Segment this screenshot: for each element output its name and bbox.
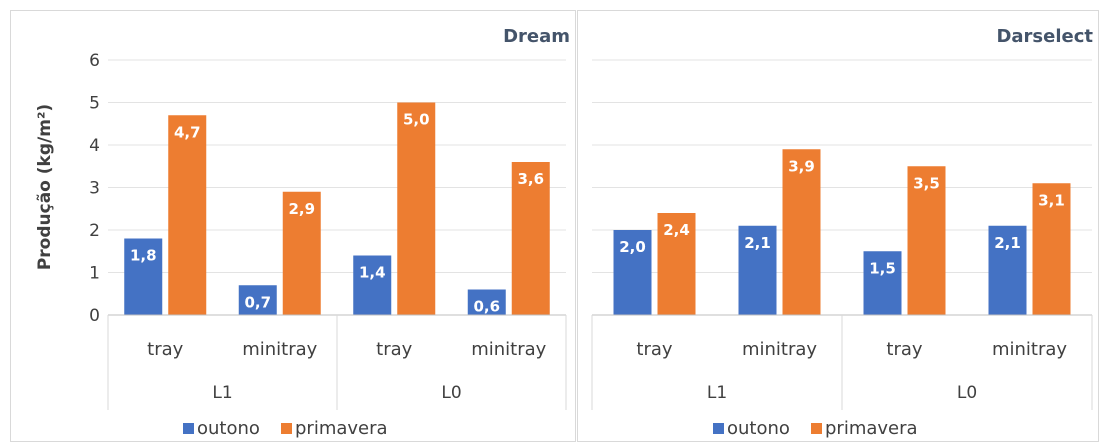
category-label: minitray [742,339,817,360]
bar-primavera [657,213,696,315]
bar-outono [988,225,1027,315]
category-label: tray [636,339,672,360]
data-label: 2,0 [619,238,646,256]
bar-outono [863,251,902,315]
data-label: 0,6 [473,298,500,316]
bar-outono [467,289,506,315]
legend-swatch [281,423,292,434]
data-label: 4,7 [174,123,201,141]
legend-label: primavera [295,418,388,439]
panel-title: Darselect [996,26,1093,47]
bar-outono [613,230,652,315]
data-label: 1,4 [359,264,386,282]
data-label: 2,9 [288,200,315,218]
bar-primavera [782,149,821,315]
category-label: minitray [471,339,546,360]
group-label: L0 [441,383,461,403]
y-tick-label: 3 [89,179,100,199]
data-label: 1,5 [869,259,896,277]
data-label: 3,1 [1038,191,1065,209]
bar-primavera [907,166,946,315]
data-label: 3,9 [788,157,815,175]
y-tick-label: 2 [89,221,100,241]
data-label: 3,5 [913,174,940,192]
bar-primavera [1032,183,1071,315]
bar-outono [353,255,392,315]
group-label: L1 [707,383,727,403]
data-label: 2,4 [663,221,690,239]
legend-swatch [713,423,724,434]
data-label: 0,7 [244,293,271,311]
bar-outono [238,285,277,315]
y-axis-label: Produção (kg/m²) [35,104,55,270]
y-tick-label: 5 [89,94,100,114]
chart-panel-2: Darselect 2,0 2,4 tray 2,1 3,9 minitray 1,5 3,5 t… [577,10,1099,442]
chart-panel-1: 0 1 2 3 4 5 6 Produção (kg/m²) Dream 1,8 4,7 tray 0,… [10,10,576,442]
panel-title: Dream [503,26,570,47]
legend-label: outono [727,418,790,439]
group-label: L0 [957,383,977,403]
category-label: tray [886,339,922,360]
bar-primavera [282,191,321,315]
data-label: 5,0 [403,111,430,129]
data-label: 3,6 [517,170,544,188]
legend-swatch [811,423,822,434]
legend-label: primavera [825,418,918,439]
data-label: 2,1 [744,234,771,252]
bar-primavera [511,162,550,315]
y-tick-label: 1 [89,264,100,284]
legend-swatch [183,423,194,434]
category-label: tray [376,339,412,360]
category-label: minitray [992,339,1067,360]
y-tick-label: 0 [89,306,100,326]
bar-outono [124,238,163,315]
y-tick-label: 6 [89,51,100,71]
legend-label: outono [197,418,260,439]
group-label: L1 [212,383,232,403]
bar-primavera [397,102,436,315]
category-label: minitray [242,339,317,360]
bar-outono [738,225,777,315]
data-label: 1,8 [130,247,157,265]
category-label: tray [147,339,183,360]
data-label: 2,1 [994,234,1021,252]
bar-primavera [168,115,207,315]
y-tick-label: 4 [89,136,100,156]
